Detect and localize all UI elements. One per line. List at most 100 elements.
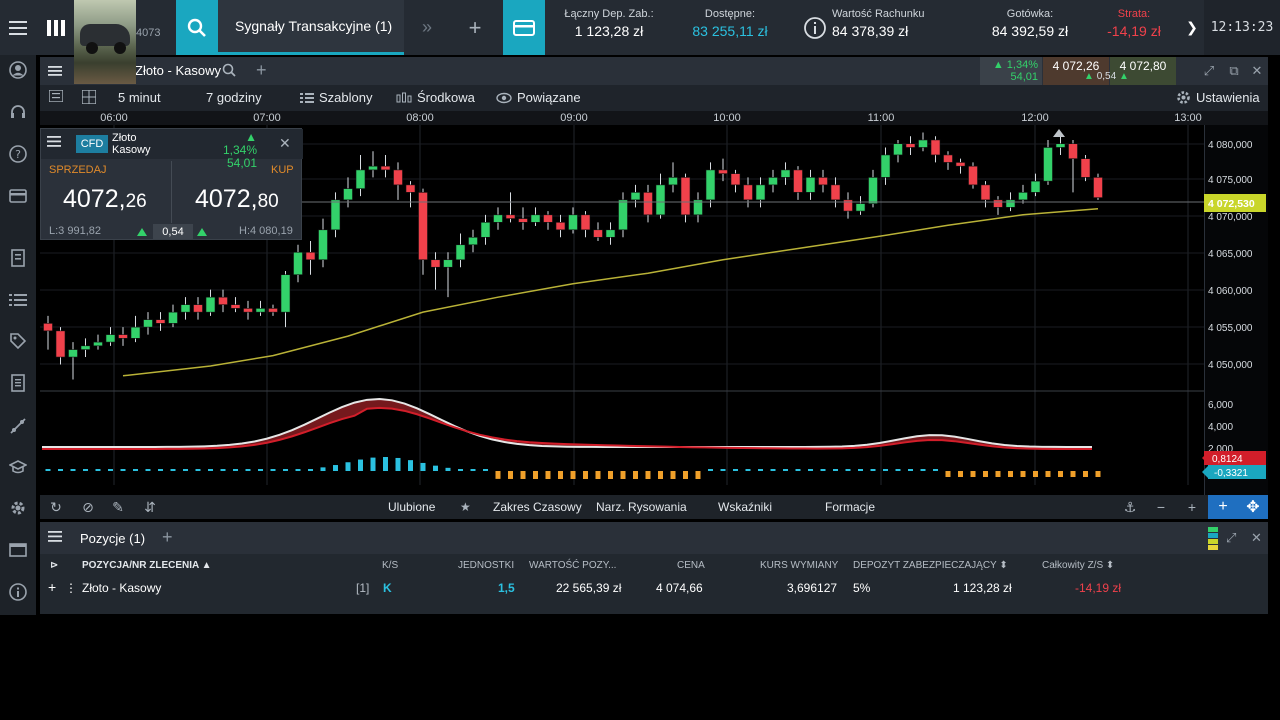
search-button[interactable]	[176, 0, 218, 55]
candle-body	[68, 349, 78, 358]
account-button[interactable]	[503, 0, 545, 55]
question-icon: ?	[9, 145, 27, 163]
candle	[180, 297, 191, 320]
crosshair-button[interactable]: +	[1208, 495, 1238, 519]
patterns-button[interactable]: Formacje	[825, 500, 876, 514]
macd-histogram-bar	[883, 469, 888, 471]
move-button[interactable]: ✥	[1238, 495, 1268, 519]
column-label: Całkowity Z/S	[1042, 560, 1104, 571]
drawing-tools-button[interactable]: Narz. Rysowania	[596, 500, 687, 514]
column-header-rate[interactable]: KURS WYMIANY	[760, 560, 839, 571]
header-buy-button[interactable]: 4 072,80	[1110, 57, 1176, 85]
table-row[interactable]: + ⋮ Złoto - Kasowy [1] K 1,5 22 565,39 z…	[40, 578, 1268, 600]
candle-body	[693, 199, 703, 216]
templates-button[interactable]: Szablony	[300, 90, 372, 105]
range-selector[interactable]: 7 godziny	[206, 90, 262, 105]
sell-price-button[interactable]: 4072,26	[63, 185, 147, 214]
sidebar-item-lists[interactable]	[0, 288, 36, 312]
sidebar-item-layout[interactable]	[0, 538, 36, 562]
expand-all-icon[interactable]: ⊳	[50, 560, 59, 571]
zoom-in-button[interactable]: +	[1182, 498, 1202, 516]
more-tabs-button[interactable]: »	[406, 0, 448, 55]
refresh-button[interactable]: ↻	[46, 498, 66, 516]
candle-body	[293, 251, 303, 276]
current-price-badge[interactable]	[1204, 194, 1266, 212]
ticket-menu-button[interactable]	[47, 136, 61, 150]
sidebar-item-profile[interactable]	[0, 58, 36, 82]
macd-tick-label: 6,000	[1208, 400, 1233, 411]
macd-histogram-bar	[458, 469, 463, 471]
chart-list-button[interactable]	[49, 90, 63, 102]
alert-marker-icon[interactable]	[1053, 129, 1065, 137]
sidebar-item-prices[interactable]	[0, 329, 36, 353]
price-axis[interactable]	[1204, 125, 1268, 495]
column-header-value[interactable]: WARTOŚĆ POZY...	[529, 560, 617, 571]
close-ticket-button[interactable]: ✕	[279, 135, 291, 152]
column-header-units[interactable]: JEDNOSTKI	[458, 560, 515, 571]
anchor-button[interactable]: ⚓	[1120, 498, 1140, 516]
sidebar-item-tools[interactable]	[0, 414, 36, 438]
close-panel-button[interactable]: ✕	[1251, 530, 1262, 546]
chart-menu-button[interactable]	[40, 57, 70, 85]
header-sell-button[interactable]: 4 072,26	[1043, 57, 1109, 85]
indicators-button[interactable]: Wskaźniki	[718, 500, 773, 514]
popout-button[interactable]: ⧉	[1225, 62, 1243, 80]
macd-tick-label: 2,000	[1208, 444, 1233, 455]
add-tab-button[interactable]: +	[456, 0, 494, 55]
avatar[interactable]	[74, 0, 136, 84]
positions-title[interactable]: Pozycje (1)	[80, 531, 146, 546]
expand-row-button[interactable]: +	[48, 579, 57, 595]
sidebar-item-payments[interactable]	[0, 184, 36, 208]
chart-search-button[interactable]	[222, 63, 236, 80]
add-instrument-button[interactable]: +	[256, 60, 267, 80]
column-header-price[interactable]: CENA	[677, 560, 705, 571]
candle-body	[218, 296, 228, 305]
add-panel-button[interactable]: +	[162, 527, 173, 547]
star-icon[interactable]: ★	[460, 500, 471, 514]
sidebar-item-settings[interactable]	[0, 496, 36, 520]
zoom-out-button[interactable]: −	[1151, 498, 1171, 516]
chart-settings-button[interactable]: Ustawienia	[1176, 90, 1260, 105]
time-range-button[interactable]: Zakres Czasowy	[493, 500, 582, 514]
favorites-button[interactable]: Ulubione	[388, 500, 436, 514]
sidebar-item-help[interactable]: ?	[0, 142, 36, 166]
price-chart-plot[interactable]: 4 080,000 4 075,000 4 070,000 4 065,000 …	[40, 125, 1268, 495]
sell-price-main: 4072,	[63, 185, 126, 213]
row-menu-icon[interactable]: ⋮	[65, 581, 77, 595]
column-header-margin[interactable]: DEPOZYT ZABEZPIECZAJĄCY ⬍	[853, 560, 1008, 571]
swap-button[interactable]: ⇵	[140, 498, 160, 516]
sidebar-item-education[interactable]	[0, 455, 36, 479]
expand-button[interactable]: ⤢	[1226, 530, 1236, 546]
midpoint-button[interactable]: Środkowa	[396, 90, 475, 105]
buy-price-button[interactable]: 4072,80	[195, 185, 279, 214]
chart-instrument-title[interactable]: Złoto - Kasowy	[135, 63, 221, 78]
sidebar-item-news[interactable]	[0, 246, 36, 270]
macd-histogram-bar	[920, 469, 926, 471]
interval-selector[interactable]: 5 minut	[118, 90, 161, 105]
time-tick-label: 07:00	[253, 112, 281, 124]
sidebar-item-reports[interactable]	[0, 371, 36, 395]
sidebar-item-support[interactable]	[0, 100, 36, 124]
color-legend-icon[interactable]	[1208, 527, 1218, 551]
clear-button[interactable]: ⊘	[78, 498, 98, 516]
column-header-total-pnl[interactable]: Całkowity Z/S ⬍	[1042, 560, 1114, 571]
expand-button[interactable]: ⤢	[1200, 62, 1218, 80]
app-logo[interactable]	[36, 0, 76, 55]
next-stats-button[interactable]: ❯	[1180, 0, 1204, 55]
account-info-button[interactable]	[800, 0, 830, 55]
tab-trading-signals[interactable]: Sygnały Transakcyjne (1)	[218, 0, 404, 55]
draw-button[interactable]: ✎	[108, 498, 128, 516]
column-header-position[interactable]: POZYCJA/NR ZLECENIA ▲	[82, 560, 212, 571]
close-chart-button[interactable]: ✕	[1248, 62, 1266, 80]
signal-pointer-icon	[1202, 466, 1208, 478]
macd-histogram-bar	[195, 469, 201, 471]
candle-body	[630, 192, 641, 201]
column-header-side[interactable]: K/S	[382, 560, 399, 571]
sidebar-item-info[interactable]	[0, 580, 36, 604]
chart-grid-button[interactable]	[82, 90, 96, 104]
stat-cash: Gotówka: 84 392,59 zł	[980, 8, 1080, 39]
main-menu-button[interactable]	[0, 0, 36, 55]
linked-button[interactable]: Powiązane	[496, 90, 581, 105]
candle	[118, 327, 128, 346]
positions-menu-button[interactable]	[48, 531, 62, 545]
